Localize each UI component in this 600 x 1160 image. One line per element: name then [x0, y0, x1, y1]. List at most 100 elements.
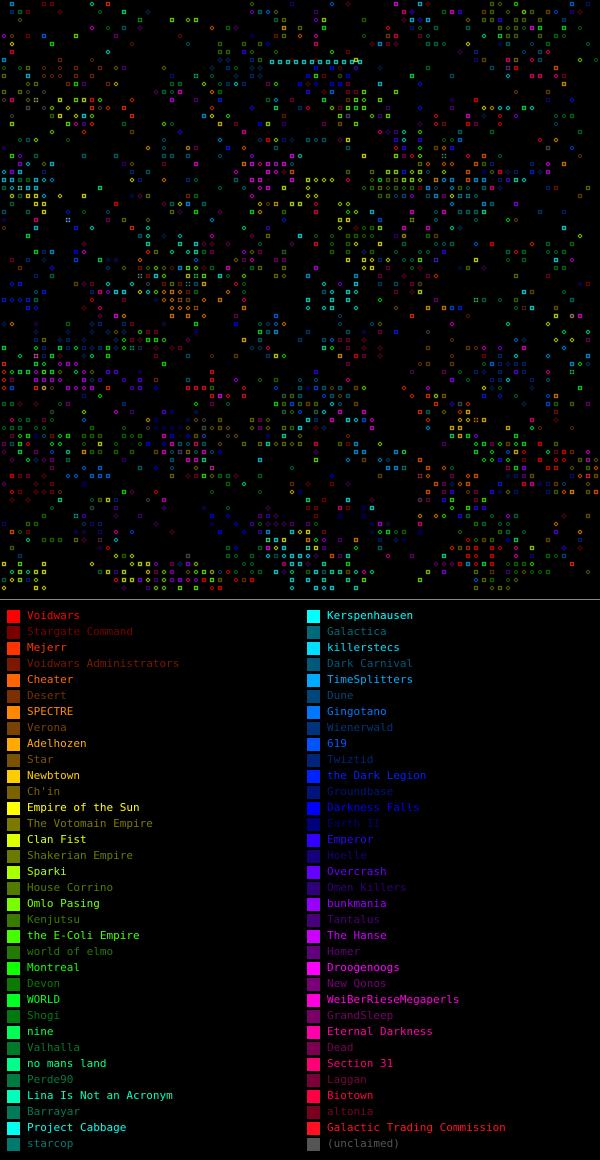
faction-name: Hoelle: [327, 849, 367, 862]
legend-entry: Stargate Command: [7, 624, 179, 640]
faction-name: TimeSplitters: [327, 673, 414, 686]
color-swatch: [7, 945, 20, 959]
faction-name: the E-Coli Empire: [27, 929, 140, 942]
faction-name: Clan Fist: [27, 833, 87, 846]
color-swatch: [307, 993, 320, 1007]
legend-entry: starcop: [7, 1136, 179, 1152]
faction-name: Stargate Command: [27, 625, 133, 638]
legend-entry: New Qonos: [307, 976, 506, 992]
divider: [0, 599, 600, 600]
legend-entry: (unclaimed): [307, 1136, 506, 1152]
legend-entry: Overcrash: [307, 864, 506, 880]
legend-entry: Voidwars: [7, 608, 179, 624]
legend-entry: Dune: [307, 688, 506, 704]
legend-entry: Laggan: [307, 1072, 506, 1088]
faction-name: world of elmo: [27, 945, 114, 958]
legend-entry: Section 31: [307, 1056, 506, 1072]
faction-name: Perde90: [27, 1073, 74, 1086]
legend-entry: Sparki: [7, 864, 179, 880]
color-swatch: [307, 833, 320, 847]
color-swatch: [7, 881, 20, 895]
color-swatch: [7, 673, 20, 687]
color-swatch: [7, 1025, 20, 1039]
color-swatch: [7, 913, 20, 927]
legend-entry: Barrayar: [7, 1104, 179, 1120]
color-swatch: [7, 1041, 20, 1055]
legend-entry: House Corrino: [7, 880, 179, 896]
faction-name: Groundbase: [327, 785, 394, 798]
color-swatch: [7, 801, 20, 815]
color-swatch: [307, 1137, 320, 1151]
faction-name: bunkmania: [327, 897, 387, 910]
color-swatch: [7, 865, 20, 879]
faction-name: Tantalus: [327, 913, 380, 926]
faction-name: Homer: [327, 945, 361, 958]
legend-entry: nine: [7, 1024, 179, 1040]
legend-entry: TimeSplitters: [307, 672, 506, 688]
legend-entry: world of elmo: [7, 944, 179, 960]
color-swatch: [307, 1073, 320, 1087]
faction-name: 619: [327, 737, 347, 750]
color-swatch: [307, 753, 320, 767]
legend-entry: Shogi: [7, 1008, 179, 1024]
color-swatch: [7, 785, 20, 799]
legend-entry: altonia: [307, 1104, 506, 1120]
faction-name: Shakerian Empire: [27, 849, 133, 862]
faction-name: Valhalla: [27, 1041, 80, 1054]
faction-name: Dead: [327, 1041, 354, 1054]
faction-name: altonia: [327, 1105, 374, 1118]
color-swatch: [307, 609, 320, 623]
galaxy-map[interactable]: [0, 0, 600, 598]
faction-name: Montreal: [27, 961, 80, 974]
faction-name: Dune: [327, 689, 354, 702]
legend-entry: Verona: [7, 720, 179, 736]
color-swatch: [7, 721, 20, 735]
color-swatch: [307, 785, 320, 799]
faction-name: The Votomain Empire: [27, 817, 153, 830]
color-swatch: [307, 657, 320, 671]
color-swatch: [307, 1041, 320, 1055]
legend-entry: Mejerr: [7, 640, 179, 656]
color-swatch: [307, 849, 320, 863]
faction-name: Earth II: [327, 817, 380, 830]
color-swatch: [307, 961, 320, 975]
color-swatch: [307, 737, 320, 751]
color-swatch: [7, 705, 20, 719]
color-swatch: [307, 769, 320, 783]
faction-name: Omen Killers: [327, 881, 407, 894]
color-swatch: [307, 641, 320, 655]
faction-name: SPECTRE: [27, 705, 74, 718]
legend-entry: Omen Killers: [307, 880, 506, 896]
faction-name: Galactic Trading Commission: [327, 1121, 506, 1134]
color-swatch: [307, 913, 320, 927]
color-swatch: [307, 1089, 320, 1103]
color-swatch: [7, 657, 20, 671]
faction-name: Voidwars: [27, 609, 80, 622]
faction-name: Eternal Darkness: [327, 1025, 433, 1038]
color-swatch: [307, 977, 320, 991]
legend-entry: Homer: [307, 944, 506, 960]
legend-entry: Emperor: [307, 832, 506, 848]
faction-name: Gingotano: [327, 705, 387, 718]
color-swatch: [307, 705, 320, 719]
legend-entry: killerstecs: [307, 640, 506, 656]
faction-name: Star: [27, 753, 54, 766]
legend-entry: Dark Carnival: [307, 656, 506, 672]
color-swatch: [7, 849, 20, 863]
legend-entry: GrandSleep: [307, 1008, 506, 1024]
faction-name: Mejerr: [27, 641, 67, 654]
faction-name: Darkness Falls: [327, 801, 420, 814]
faction-name: Laggan: [327, 1073, 367, 1086]
color-swatch: [307, 689, 320, 703]
faction-name: Biotown: [327, 1089, 374, 1102]
legend-column-right: Kerspenhausen Galactica killerstecs Dark Ca…: [307, 608, 506, 1152]
faction-name: Project Cabbage: [27, 1121, 127, 1134]
legend-entry: Earth II: [307, 816, 506, 832]
color-swatch: [7, 737, 20, 751]
color-swatch: [307, 673, 320, 687]
faction-legend: Voidwars Stargate Command Mejerr Voidwars A…: [0, 601, 600, 1160]
legend-entry: the Dark Legion: [307, 768, 506, 784]
color-swatch: [7, 609, 20, 623]
color-swatch: [7, 897, 20, 911]
legend-entry: Dead: [307, 1040, 506, 1056]
